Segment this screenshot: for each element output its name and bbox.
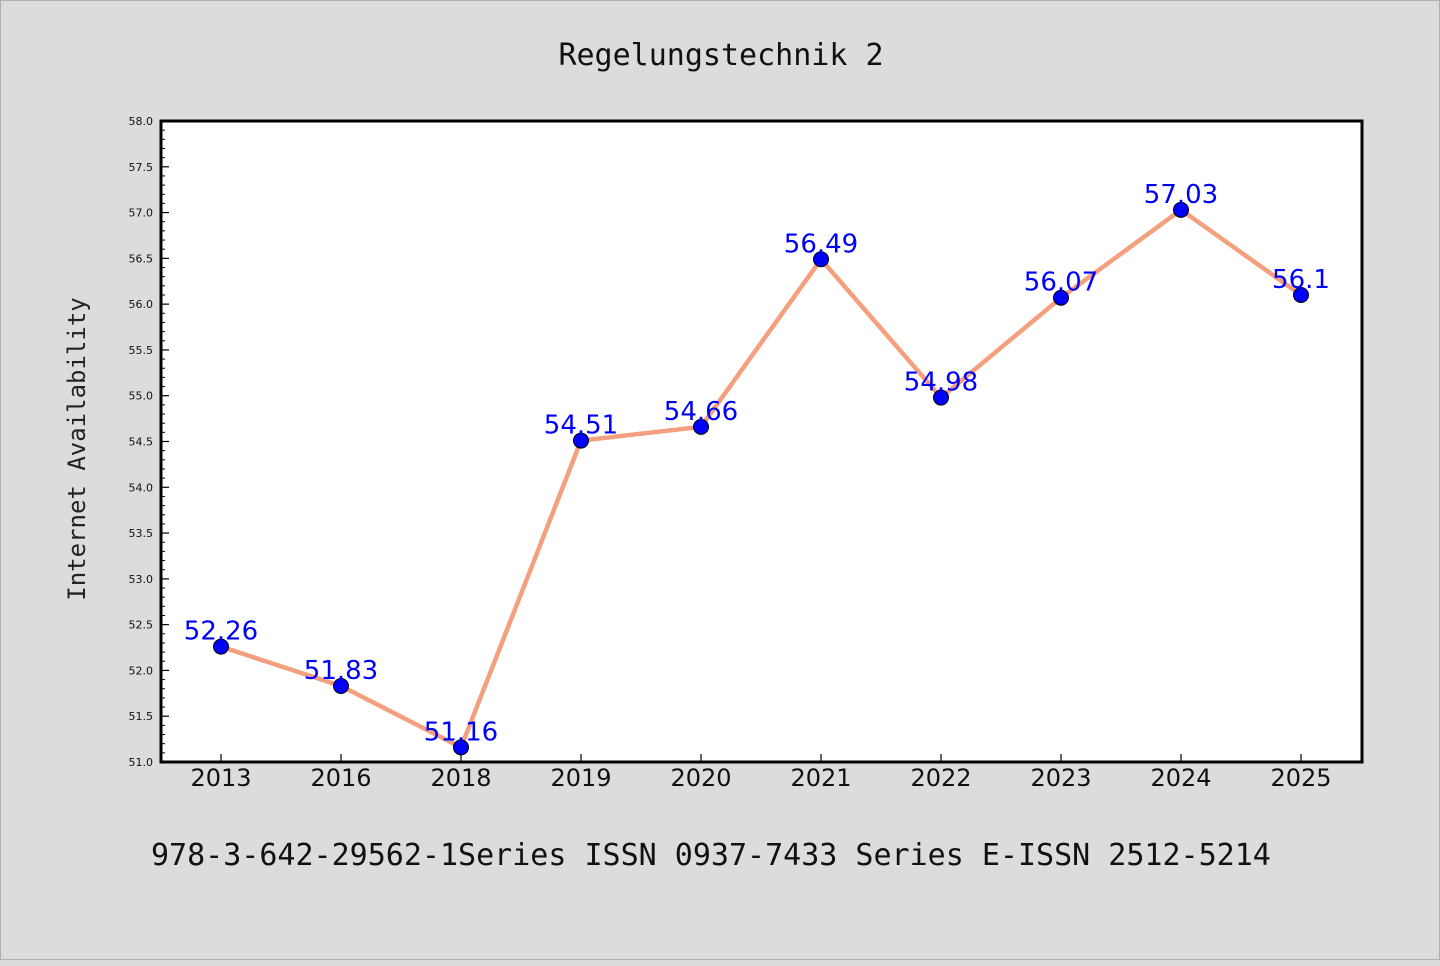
x-tick-label: 2024 bbox=[1150, 764, 1211, 792]
y-axis-label: Internet Availability bbox=[63, 297, 91, 600]
data-label: 56.1 bbox=[1272, 265, 1330, 295]
data-point-marker bbox=[813, 251, 829, 268]
y-tick-label: 53.0 bbox=[129, 573, 154, 586]
y-tick-label: 56.0 bbox=[129, 298, 154, 311]
data-point-marker bbox=[1173, 201, 1189, 218]
x-tick-label: 2025 bbox=[1270, 764, 1331, 792]
y-tick-label: 55.0 bbox=[129, 390, 154, 403]
y-tick-label: 52.5 bbox=[129, 619, 154, 632]
series-group: 52.26 51.83 51.16 54.51 54.66 56.49 54.98 56.07… bbox=[184, 180, 1330, 756]
footer-isbn-issn: 978-3-642-29562-1Series ISSN 0937-7433 S… bbox=[151, 838, 1271, 873]
data-point-marker bbox=[573, 432, 589, 449]
x-tick-label: 2023 bbox=[1030, 764, 1091, 792]
y-tick-label: 55.5 bbox=[129, 344, 154, 357]
x-tick-label: 2020 bbox=[670, 764, 731, 792]
y-tick-label: 53.5 bbox=[129, 527, 154, 540]
data-point-marker bbox=[453, 739, 469, 756]
data-label: 54.51 bbox=[544, 411, 618, 441]
x-tick-label: 2016 bbox=[310, 764, 371, 792]
data-label: 57.03 bbox=[1144, 180, 1218, 210]
y-axis-ticks: 51.0 51.5 52.0 52.5 53.0 53.5 54.0 54.5 55.0 55.5… bbox=[129, 115, 169, 769]
x-tick-label: 2018 bbox=[430, 764, 491, 792]
y-tick-label: 57.5 bbox=[129, 161, 154, 174]
data-point-marker bbox=[1293, 286, 1309, 303]
x-tick-label: 2022 bbox=[910, 764, 971, 792]
data-label: 54.66 bbox=[664, 397, 738, 427]
y-tick-label: 54.0 bbox=[129, 481, 154, 494]
data-label: 52.26 bbox=[184, 617, 258, 647]
data-label: 56.07 bbox=[1024, 268, 1098, 298]
data-label: 54.98 bbox=[904, 368, 978, 398]
x-tick-label: 2013 bbox=[190, 764, 251, 792]
data-point-marker bbox=[1053, 289, 1069, 306]
x-axis-ticks: 2013 2016 2018 2019 2020 2021 2022 2023 2024 2025 bbox=[190, 754, 1332, 792]
y-tick-label: 54.5 bbox=[129, 436, 154, 449]
y-tick-label: 56.5 bbox=[129, 252, 154, 265]
x-tick-label: 2019 bbox=[550, 764, 611, 792]
data-point-marker bbox=[933, 389, 949, 406]
y-tick-label: 51.0 bbox=[129, 756, 154, 769]
data-label: 51.83 bbox=[304, 656, 378, 686]
y-tick-label: 52.0 bbox=[129, 664, 154, 677]
data-point-marker bbox=[693, 418, 709, 435]
y-tick-label: 57.0 bbox=[129, 207, 154, 220]
data-point-marker bbox=[213, 638, 229, 655]
x-tick-label: 2021 bbox=[790, 764, 851, 792]
data-label: 56.49 bbox=[784, 229, 858, 259]
data-label: 51.16 bbox=[424, 717, 498, 747]
chart-title: Regelungstechnik 2 bbox=[558, 38, 883, 73]
y-tick-label: 51.5 bbox=[129, 710, 154, 723]
series-line bbox=[220, 207, 1303, 750]
data-point-marker bbox=[333, 677, 349, 694]
y-tick-label: 58.0 bbox=[129, 115, 154, 128]
plot-area bbox=[159, 119, 1364, 764]
